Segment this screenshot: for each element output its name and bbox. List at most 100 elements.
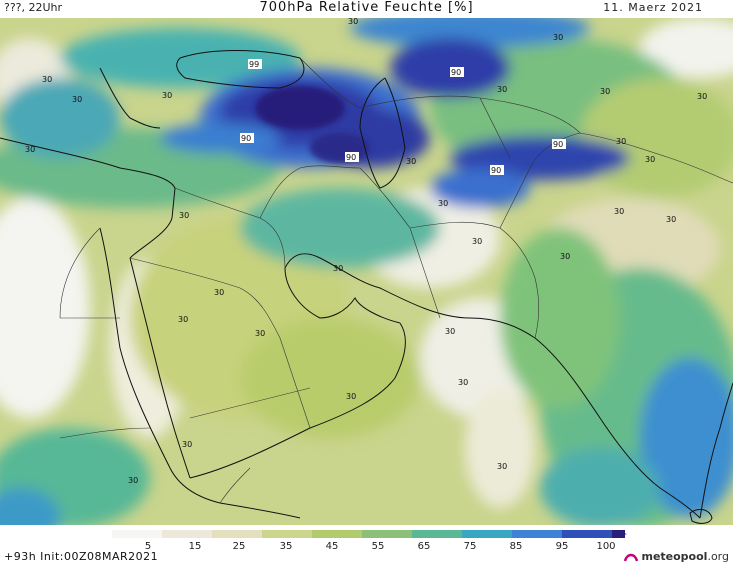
svg-text:99: 99 [249, 60, 259, 69]
map-canvas: 99 90 90 90 90 90 30 30 30 30 30 30 30 3… [0, 18, 733, 525]
colorbar-arrow [613, 530, 627, 538]
svg-text:30: 30 [438, 199, 448, 208]
colorbar-swatch [312, 530, 362, 538]
country-borders [59, 57, 733, 504]
contour-label: 30 [42, 75, 52, 84]
contour-label: 30 [72, 95, 82, 104]
svg-text:30: 30 [255, 329, 265, 338]
colorbar-tick-label: 75 [463, 541, 477, 552]
svg-text:30: 30 [445, 327, 455, 336]
logo-suffix: .org [707, 550, 729, 563]
svg-text:30: 30 [600, 87, 610, 96]
contour-label: 30 [458, 378, 468, 387]
contour-label: 30 [472, 237, 482, 246]
contour-label: 30 [697, 92, 707, 101]
svg-text:30: 30 [458, 378, 468, 387]
contour-label: 90 [450, 67, 464, 77]
contour-label: 90 [552, 139, 566, 149]
colorbar-swatch [362, 530, 412, 538]
map-title: 700hPa Relative Feuchte [%] [259, 0, 474, 15]
svg-text:30: 30 [178, 315, 188, 324]
contour-label: 30 [182, 440, 192, 449]
colorbar-tick-label: 55 [371, 541, 385, 552]
svg-text:30: 30 [406, 157, 416, 166]
svg-text:30: 30 [614, 207, 624, 216]
svg-text:90: 90 [451, 68, 461, 77]
logo-icon [624, 553, 639, 562]
contour-label: 30 [616, 137, 626, 146]
header: ???, 22Uhr 700hPa Relative Feuchte [%] 1… [0, 0, 733, 18]
logo-text: meteopool [641, 550, 708, 563]
contour-label: 30 [614, 207, 624, 216]
colorbar-swatch [212, 530, 262, 538]
svg-text:30: 30 [697, 92, 707, 101]
svg-text:30: 30 [472, 237, 482, 246]
contour-label: 90 [240, 133, 254, 143]
contour-label: 30 [406, 157, 416, 166]
svg-text:30: 30 [645, 155, 655, 164]
contour-label: 30 [438, 199, 448, 208]
colorbar: 5 15 25 35 45 55 65 75 85 95 100 [0, 527, 733, 566]
contour-label: 30 [162, 91, 172, 100]
svg-text:90: 90 [491, 166, 501, 175]
svg-text:30: 30 [333, 264, 343, 273]
contour-label: 30 [600, 87, 610, 96]
colorbar-strip [112, 530, 627, 538]
colorbar-tick-label: 95 [555, 541, 569, 552]
svg-text:30: 30 [497, 462, 507, 471]
svg-text:30: 30 [560, 252, 570, 261]
contour-label: 30 [333, 264, 343, 273]
colorbar-tick-label: 5 [144, 541, 152, 552]
contour-label: 30 [497, 462, 507, 471]
colorbar-tick-label: 100 [596, 541, 616, 552]
contour-label: 30 [348, 18, 358, 26]
svg-text:30: 30 [497, 85, 507, 94]
svg-text:30: 30 [162, 91, 172, 100]
contour-labels: 99 90 90 90 90 90 30 30 30 30 30 30 30 3… [25, 18, 707, 485]
colorbar-swatch [512, 530, 562, 538]
svg-text:30: 30 [214, 288, 224, 297]
svg-text:30: 30 [553, 33, 563, 42]
svg-text:30: 30 [179, 211, 189, 220]
valid-time-label: ???, 22Uhr [4, 1, 63, 14]
contour-label: 99 [248, 59, 262, 69]
svg-text:30: 30 [666, 215, 676, 224]
contour-label: 30 [346, 392, 356, 401]
contour-label: 30 [553, 33, 563, 42]
contour-label: 30 [666, 215, 676, 224]
coastlines [0, 50, 733, 524]
svg-text:30: 30 [25, 145, 35, 154]
contour-label: 30 [25, 145, 35, 154]
svg-text:30: 30 [42, 75, 52, 84]
colorbar-tick-label: 35 [279, 541, 293, 552]
contour-label: 30 [178, 315, 188, 324]
svg-text:30: 30 [616, 137, 626, 146]
colorbar-swatch [112, 530, 162, 538]
contour-label: 30 [255, 329, 265, 338]
colorbar-swatch [162, 530, 212, 538]
init-time-label: +93h Init:00Z08MAR2021 [4, 550, 159, 563]
colorbar-tick-label: 25 [232, 541, 246, 552]
valid-date-label: 11. Maerz 2021 [603, 1, 703, 14]
contour-label: 30 [497, 85, 507, 94]
colorbar-tick-label: 45 [325, 541, 339, 552]
colorbar-tick-label: 15 [188, 541, 202, 552]
contour-label: 30 [179, 211, 189, 220]
humidity-map: 99 90 90 90 90 90 30 30 30 30 30 30 30 3… [0, 18, 733, 525]
svg-text:30: 30 [346, 392, 356, 401]
contour-label: 90 [490, 165, 504, 175]
svg-text:90: 90 [553, 140, 563, 149]
svg-text:30: 30 [182, 440, 192, 449]
meteopool-logo[interactable]: meteopool .org [624, 550, 729, 563]
contour-label: 30 [445, 327, 455, 336]
contour-label: 30 [645, 155, 655, 164]
svg-text:30: 30 [348, 18, 358, 26]
colorbar-swatch [562, 530, 612, 538]
contour-label: 30 [128, 476, 138, 485]
colorbar-swatch [462, 530, 512, 538]
colorbar-tick-label: 65 [417, 541, 431, 552]
contour-label: 30 [214, 288, 224, 297]
svg-text:30: 30 [72, 95, 82, 104]
contour-label: 30 [560, 252, 570, 261]
colorbar-tick-label: 85 [509, 541, 523, 552]
